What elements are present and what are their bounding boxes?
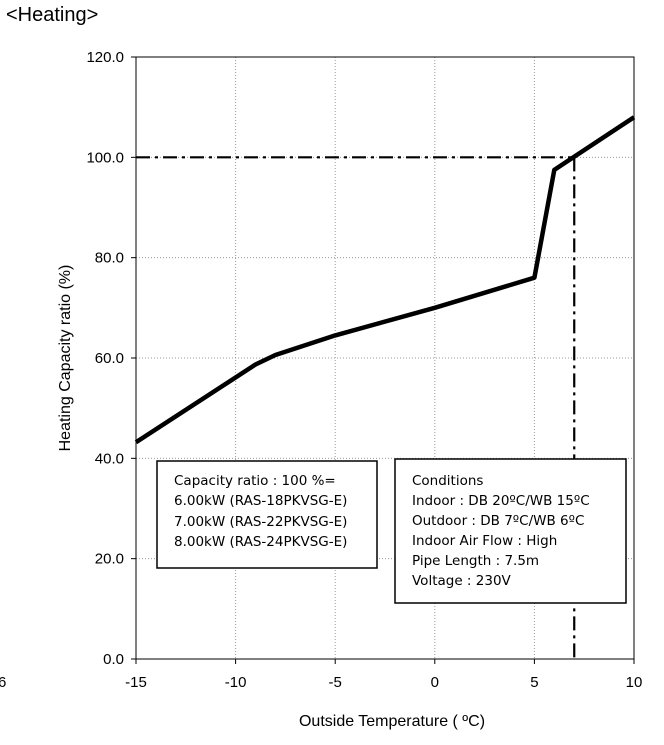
chart-heading: <Heating> <box>6 4 98 26</box>
x-tick-label: -15 <box>125 674 147 691</box>
y-tick-label: 100.0 <box>86 149 124 166</box>
x-tick-label: -10 <box>225 674 247 691</box>
edge-tick-fragment: 6 <box>0 674 6 691</box>
capacity-line-2: 7.00kW (RAS-22PKVSG-E) <box>174 514 347 530</box>
capacity-box: Capacity ratio : 100 %= 6.00kW (RAS-18PK… <box>156 460 378 569</box>
x-tick-label: 0 <box>431 674 439 691</box>
conditions-line-4: Pipe Length : 7.5m <box>412 553 539 569</box>
y-tick-label: 60.0 <box>95 350 124 367</box>
capacity-box-frame <box>156 460 378 569</box>
capacity-line-1: 6.00kW (RAS-18PKVSG-E) <box>174 493 347 509</box>
y-tick-label: 80.0 <box>95 250 124 267</box>
capacity-line-3: 8.00kW (RAS-24PKVSG-E) <box>174 534 347 550</box>
conditions-line-3: Indoor Air Flow : High <box>412 533 557 549</box>
y-axis-title: Heating Capacity ratio (%) <box>57 265 74 452</box>
conditions-box: Conditions Indoor : DB 20ºC/WB 15ºC Outd… <box>394 458 627 604</box>
y-tick-label: 120.0 <box>86 49 124 66</box>
conditions-line-0: Conditions <box>412 473 483 489</box>
y-tick-label: 40.0 <box>95 450 124 467</box>
conditions-line-1: Indoor : DB 20ºC/WB 15ºC <box>412 493 590 509</box>
series-lines <box>134 115 636 445</box>
capacity-line-0: Capacity ratio : 100 %= <box>174 473 336 489</box>
y-tick-label: 0.0 <box>103 651 124 668</box>
y-tick-label: 20.0 <box>95 551 124 568</box>
x-axis-title: Outside Temperature ( ºC) <box>299 713 485 730</box>
conditions-box-frame <box>394 458 627 604</box>
plot-area-border <box>135 56 635 660</box>
series-line-0 <box>134 115 636 445</box>
conditions-line-2: Outdoor : DB 7ºC/WB 6ºC <box>412 513 584 529</box>
x-tick-label: 5 <box>530 674 538 691</box>
x-tick-label: -5 <box>329 674 342 691</box>
conditions-line-5: Voltage : 230V <box>412 573 512 589</box>
y-tick-labels: 0.0 20.0 40.0 60.0 80.0 100.0 120.0 <box>86 49 124 668</box>
x-tick-label: 10 <box>626 674 643 691</box>
x-tick-labels: -15 -10 -5 0 5 10 <box>125 674 642 691</box>
